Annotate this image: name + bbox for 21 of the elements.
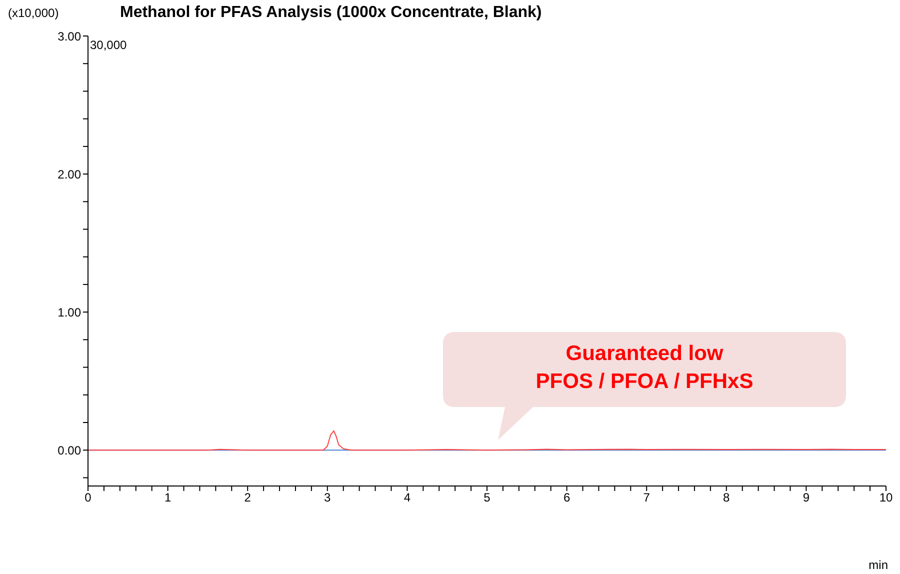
x-tick-label: 4 [404, 490, 411, 505]
line-series [88, 430, 886, 451]
x-tick-label: 2 [244, 490, 252, 505]
chart-title: Methanol for PFAS Analysis (1000x Concentrate, Blank) [120, 4, 542, 22]
y-axis-title: (x10,000) [8, 6, 59, 20]
x-tick-label: 6 [563, 490, 570, 505]
x-tick-label: 5 [484, 490, 491, 505]
x-axis-title: min [868, 558, 888, 572]
x-tick-label: 1 [164, 490, 172, 505]
y-tick-label: 2.00 [58, 167, 82, 182]
annotation: Guaranteed low PFOS / PFOA / PFHxS [534, 341, 754, 395]
y-tick-label: 1.00 [58, 305, 82, 320]
y-tick-label: 0.00 [58, 443, 82, 458]
x-tick-label: 10 [879, 490, 893, 505]
x-tick-label: 7 [643, 490, 650, 505]
x-tick-label: 3 [324, 490, 332, 505]
x-tick-label: 8 [723, 490, 730, 505]
annotation: 30,000 [90, 38, 127, 52]
x-tick-label: 0 [84, 490, 92, 505]
y-tick-label: 3.00 [58, 29, 82, 44]
x-tick-label: 9 [802, 490, 810, 505]
